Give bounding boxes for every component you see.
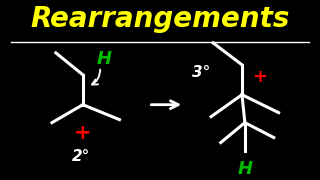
Text: 2°: 2° [72,149,90,164]
Text: 3°: 3° [192,65,211,80]
Text: H: H [97,50,112,68]
Text: +: + [74,123,92,143]
Text: H: H [237,159,252,177]
Text: Rearrangements: Rearrangements [30,5,290,33]
Text: +: + [252,68,267,86]
